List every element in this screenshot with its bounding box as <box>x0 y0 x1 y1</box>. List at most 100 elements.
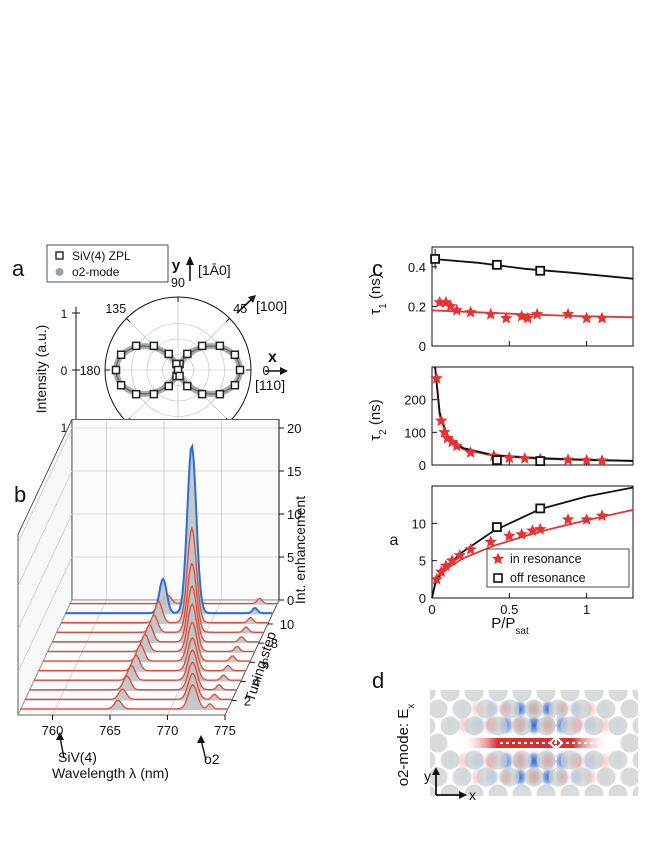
in-resonance-point <box>503 529 516 542</box>
legend-label-o2-mode: o2-mode <box>72 265 120 279</box>
air-hole <box>321 717 340 736</box>
air-hole <box>476 767 496 787</box>
in-resonance-point <box>561 513 575 525</box>
legend-marker-in-resonance <box>491 552 505 565</box>
air-hole <box>536 750 556 770</box>
air-hole <box>452 767 472 787</box>
legend-label-in-resonance: in resonance <box>510 552 582 566</box>
siv-zpl-point <box>197 389 207 399</box>
off-resonance-point <box>492 522 502 532</box>
z-tick-label-15: 15 <box>287 464 301 479</box>
siv-zpl-point <box>131 389 141 399</box>
trace-line-step-9 <box>56 562 264 633</box>
x-tick-label-775: 775 <box>214 723 236 738</box>
y-tick-label: 0 <box>419 591 426 606</box>
trace-line-step-4 <box>33 649 241 681</box>
intensity-tick-label-bottom: 1 <box>61 421 68 435</box>
off-resonance-point <box>492 455 502 466</box>
polar-angle-label-45: 45 <box>233 302 247 316</box>
z-tick-label-20: 20 <box>287 421 301 436</box>
z-axis-title: Int. enhancement <box>292 496 308 604</box>
legend-marker-siv-zpl <box>55 251 64 260</box>
direction-100-arrow <box>236 297 254 314</box>
air-hole <box>584 690 604 702</box>
siv-zpl-point <box>197 341 207 351</box>
in-resonance-point <box>526 524 539 537</box>
y-tick-label: 0 <box>419 458 426 473</box>
air-hole <box>430 733 448 753</box>
air-hole <box>548 699 568 719</box>
x-tick-label-770: 770 <box>157 723 179 738</box>
x-axis-title: Wavelength λ (nm) <box>52 765 169 781</box>
lifetime-legend-box <box>486 548 630 588</box>
legend-marker-off-resonance <box>493 573 503 583</box>
in-resonance-point <box>561 307 575 320</box>
air-hole <box>596 767 616 787</box>
siv-zpl-point <box>111 365 121 375</box>
tau2-plot: 0 100 200 <box>404 366 634 473</box>
off-resonance-point <box>535 456 546 466</box>
air-hole <box>632 785 638 796</box>
in-resonance-point <box>518 451 531 464</box>
air-hole <box>430 751 436 769</box>
central-field-band <box>460 738 610 748</box>
air-hole <box>333 700 352 719</box>
siv-zpl-point <box>230 380 240 390</box>
in-resonance-point <box>435 414 448 427</box>
air-hole <box>584 750 604 770</box>
x-tick-label: 0 <box>428 602 435 617</box>
y-direction-label: y <box>172 257 181 274</box>
y-tick-label-2: 2 <box>244 694 251 709</box>
floor-gridline <box>52 599 107 716</box>
direction-label-1-10: [1Ā0] <box>198 262 231 278</box>
in-resonance-point <box>435 565 448 578</box>
y-tick-label: 5 <box>419 554 426 569</box>
in-resonance-point <box>464 446 477 458</box>
polar-data <box>111 341 245 399</box>
plot-frame <box>431 366 634 466</box>
waterfall-traces <box>20 442 277 711</box>
in-resonance-point <box>561 453 575 466</box>
in-resonance-point <box>521 311 535 324</box>
air-hole <box>645 734 651 753</box>
legend-marker-o2-mode <box>55 268 64 276</box>
air-hole <box>393 785 412 804</box>
z-tick-label-5: 5 <box>287 550 294 565</box>
trace-line-step-12 <box>69 585 277 605</box>
y-axis-arrow-d-head <box>432 767 440 775</box>
y-tick-label: 200 <box>404 393 426 408</box>
in-resonance-point <box>464 305 477 318</box>
in-resonance-point <box>534 522 547 535</box>
in-resonance-point <box>484 307 497 320</box>
in-resonance-point <box>430 371 443 384</box>
in-resonance-point <box>595 509 609 522</box>
o2-annotation-arrow-head <box>197 735 205 743</box>
mode-label: o2-mode: Ex <box>395 704 417 787</box>
direction-label-100: [100] <box>256 298 287 314</box>
air-hole <box>632 751 638 769</box>
air-hole <box>430 690 436 701</box>
left-wall-z-gridline <box>17 470 73 587</box>
left-wall-z-gridline <box>17 513 73 630</box>
air-hole <box>500 699 520 719</box>
air-hole <box>430 767 448 787</box>
z-tick-label-0: 0 <box>287 593 294 608</box>
air-hole <box>620 699 638 719</box>
air-hole <box>560 784 580 796</box>
polar-angle-label-180: 180 <box>80 364 101 378</box>
x-axis-label-d: x <box>469 787 476 803</box>
intensity-axis-title: Intensity (a.u.) <box>33 325 49 414</box>
off-resonance-fit-line <box>431 258 634 280</box>
in-resonance-point <box>439 559 453 572</box>
air-hole <box>536 784 556 796</box>
siv-zpl-point <box>131 341 141 351</box>
air-hole <box>500 767 520 787</box>
y-tick-label-8: 8 <box>271 636 278 651</box>
siv-zpl-point <box>215 389 225 399</box>
air-hole <box>369 751 388 770</box>
siv-zpl-point <box>164 381 173 391</box>
siv-zpl-point <box>215 341 225 351</box>
in-resonance-point <box>580 453 593 466</box>
